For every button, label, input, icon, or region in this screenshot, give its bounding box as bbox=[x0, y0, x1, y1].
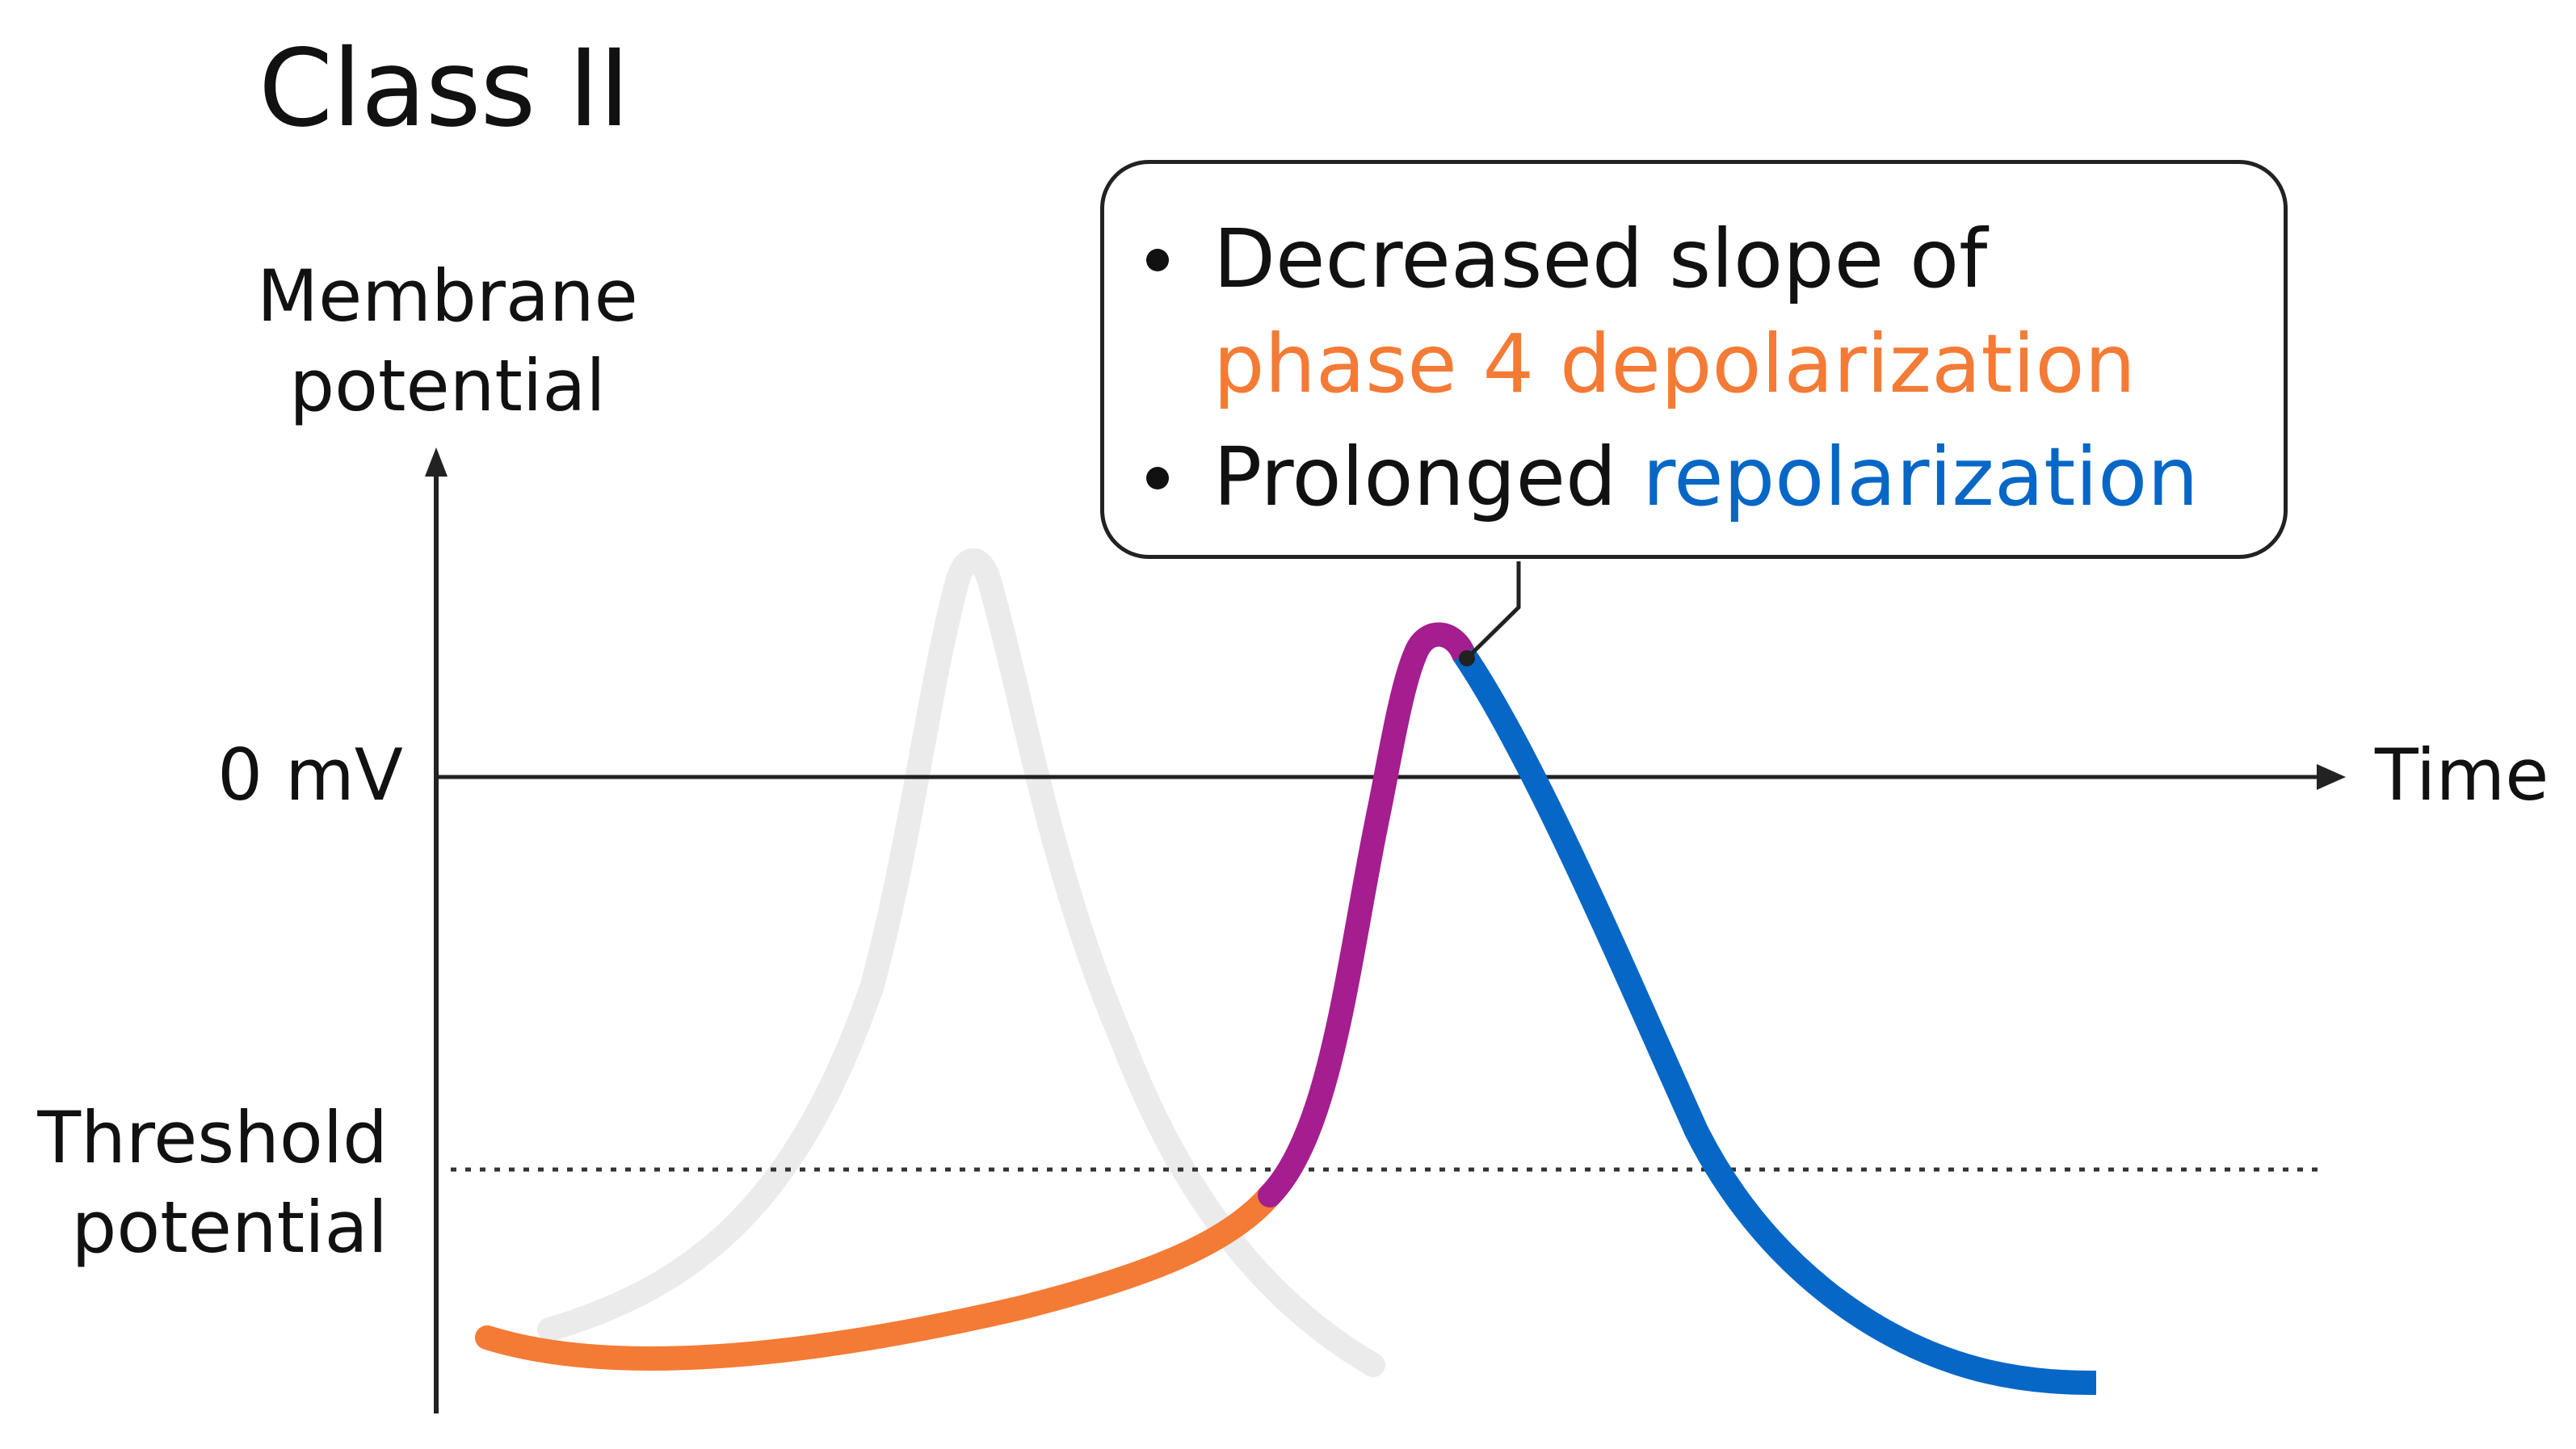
repolarization-curve bbox=[1453, 647, 2097, 1395]
callout-line-3: Prolonged repolarization bbox=[1213, 437, 2199, 518]
y-axis-label: Membrane potential bbox=[257, 254, 638, 427]
normal-action-potential-curve bbox=[537, 548, 1385, 1377]
callout-prolonged-text: Prolonged bbox=[1213, 430, 1617, 524]
threshold-label: Threshold potential bbox=[37, 1096, 388, 1269]
bullet-icon bbox=[1146, 249, 1169, 271]
x-axis-label: Time bbox=[2375, 733, 2549, 817]
diagram-title: Class II bbox=[258, 27, 630, 151]
callout-highlight-phase4: phase 4 depolarization bbox=[1213, 317, 2136, 411]
phase4-depolarization-curve bbox=[475, 1183, 1282, 1371]
callout-pointer bbox=[1465, 561, 1521, 660]
callout-highlight-repolarization: repolarization bbox=[1642, 430, 2199, 524]
callout-box: Decreased slope of phase 4 depolarizatio… bbox=[1100, 160, 2288, 559]
zero-mv-label: 0 mV bbox=[217, 733, 403, 817]
x-axis-arrowhead bbox=[2317, 764, 2346, 790]
callout-line-1: Decreased slope of bbox=[1213, 212, 1988, 306]
depolarization-upstroke-curve bbox=[1258, 622, 1476, 1208]
bullet-icon bbox=[1146, 467, 1169, 489]
callout-pointer-dot bbox=[1459, 650, 1475, 666]
y-axis-arrowhead bbox=[425, 447, 448, 477]
